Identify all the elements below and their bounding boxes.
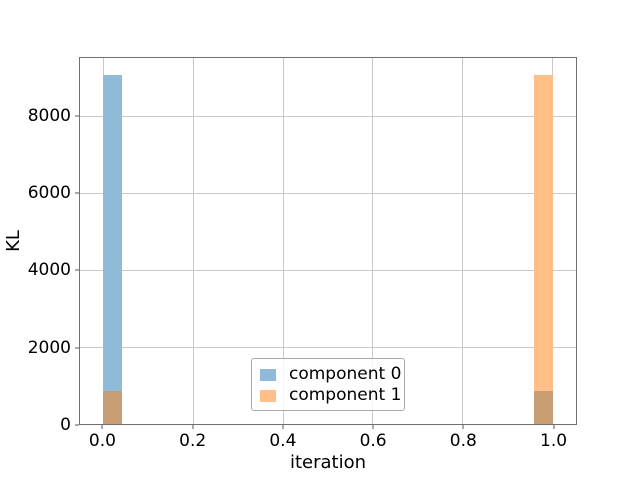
legend-swatch-icon	[260, 389, 276, 402]
gridline-vertical	[192, 58, 194, 424]
y-tick-label: 2000	[27, 337, 71, 358]
y-tick-mark	[75, 269, 79, 271]
x-tick-label: 0.4	[269, 431, 297, 451]
y-axis-label: KL	[3, 230, 24, 252]
legend-label: component 1	[289, 385, 402, 405]
gridline-vertical	[372, 58, 374, 424]
bar-component-0	[103, 74, 123, 424]
y-tick-mark	[75, 424, 79, 426]
y-tick-label: 6000	[27, 183, 71, 204]
y-tick-label: 4000	[27, 260, 71, 281]
x-tick-mark	[282, 425, 284, 429]
gridline-vertical	[282, 58, 284, 424]
y-tick-mark	[75, 347, 79, 349]
bar-overlap	[533, 391, 553, 424]
gridline-vertical	[462, 58, 464, 424]
legend-entry: component 0	[260, 364, 402, 385]
x-tick-mark	[101, 425, 103, 429]
legend-label: component 0	[289, 364, 402, 384]
x-tick-mark	[372, 425, 374, 429]
x-axis-label: iteration	[289, 452, 367, 473]
x-tick-label: 0.6	[359, 431, 387, 451]
gridline-horizontal	[80, 346, 576, 348]
bar-overlap	[103, 391, 123, 424]
x-tick-label: 0.8	[449, 431, 477, 451]
gridline-horizontal	[80, 115, 576, 117]
x-tick-mark	[553, 425, 555, 429]
x-tick-mark	[192, 425, 194, 429]
x-tick-mark	[462, 425, 464, 429]
y-tick-mark	[75, 192, 79, 194]
bars-layer	[80, 58, 576, 424]
gridline-horizontal	[80, 192, 576, 194]
y-tick-label: 0	[60, 415, 71, 435]
x-tick-label: 0.2	[179, 431, 207, 451]
legend: component 0 component 1	[251, 358, 405, 411]
x-tick-label: 1.0	[540, 431, 568, 451]
y-tick-mark	[75, 115, 79, 117]
legend-swatch-icon	[260, 368, 276, 381]
bar-component-1	[533, 74, 553, 424]
gridline-horizontal	[80, 269, 576, 271]
legend-entry: component 1	[260, 385, 402, 406]
gridline-vertical	[552, 58, 554, 424]
y-tick-label: 8000	[27, 105, 71, 126]
x-tick-label: 0.0	[88, 431, 116, 451]
